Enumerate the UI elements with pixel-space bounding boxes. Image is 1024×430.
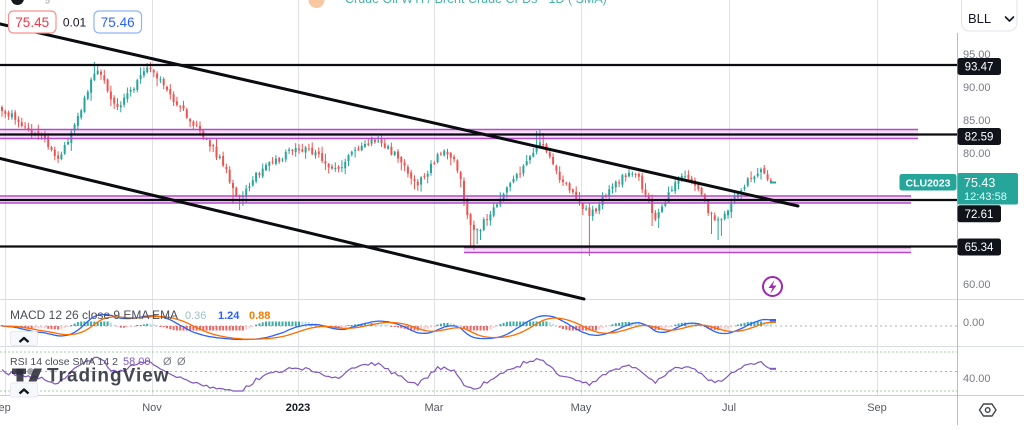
svg-text:0.88: 0.88 — [249, 310, 270, 322]
svg-text:Ø: Ø — [163, 356, 172, 368]
svg-text:72.61: 72.61 — [965, 209, 994, 221]
svg-text:Jul: Jul — [722, 402, 736, 414]
svg-text:93.47: 93.47 — [965, 62, 994, 74]
svg-text:75.43: 75.43 — [964, 176, 995, 190]
svg-text:RSI 14 close SMA 14 2: RSI 14 close SMA 14 2 — [10, 356, 118, 368]
svg-text:BLL: BLL — [968, 11, 991, 26]
svg-text:Sep: Sep — [0, 402, 11, 414]
svg-text:1.24: 1.24 — [218, 310, 240, 322]
svg-text:5: 5 — [45, 0, 50, 6]
svg-text:Nov: Nov — [142, 402, 162, 414]
svg-text:75.45: 75.45 — [15, 15, 49, 30]
svg-text:0.00: 0.00 — [963, 317, 984, 329]
svg-text:60.00: 60.00 — [963, 279, 991, 291]
svg-text:TradingView: TradingView — [47, 366, 170, 387]
svg-text:Ø: Ø — [177, 356, 186, 368]
svg-text:40.00: 40.00 — [963, 373, 991, 385]
svg-text:Sep: Sep — [867, 402, 887, 414]
svg-text:75.46: 75.46 — [101, 15, 135, 30]
svg-text:82.59: 82.59 — [965, 132, 994, 144]
svg-text:May: May — [571, 402, 592, 414]
svg-text:12:43:58: 12:43:58 — [964, 191, 1007, 203]
svg-text:0.01: 0.01 — [63, 16, 87, 30]
svg-text:58.00: 58.00 — [123, 356, 151, 368]
svg-text:85.00: 85.00 — [963, 115, 991, 127]
svg-text:65.34: 65.34 — [965, 242, 994, 254]
svg-text:CLU2023: CLU2023 — [906, 178, 951, 190]
svg-text:0.36: 0.36 — [185, 310, 206, 322]
svg-text:2023: 2023 — [286, 402, 310, 414]
svg-text:Mar: Mar — [425, 402, 444, 414]
svg-text:90.00: 90.00 — [963, 82, 991, 94]
svg-text:MACD 12 26 close 9 EMA EMA: MACD 12 26 close 9 EMA EMA — [10, 308, 178, 322]
svg-text:Crude Oil WTI / Brent Crude CF: Crude Oil WTI / Brent Crude CFDs - 1D ( … — [345, 0, 607, 6]
svg-text:80.00: 80.00 — [963, 148, 991, 160]
